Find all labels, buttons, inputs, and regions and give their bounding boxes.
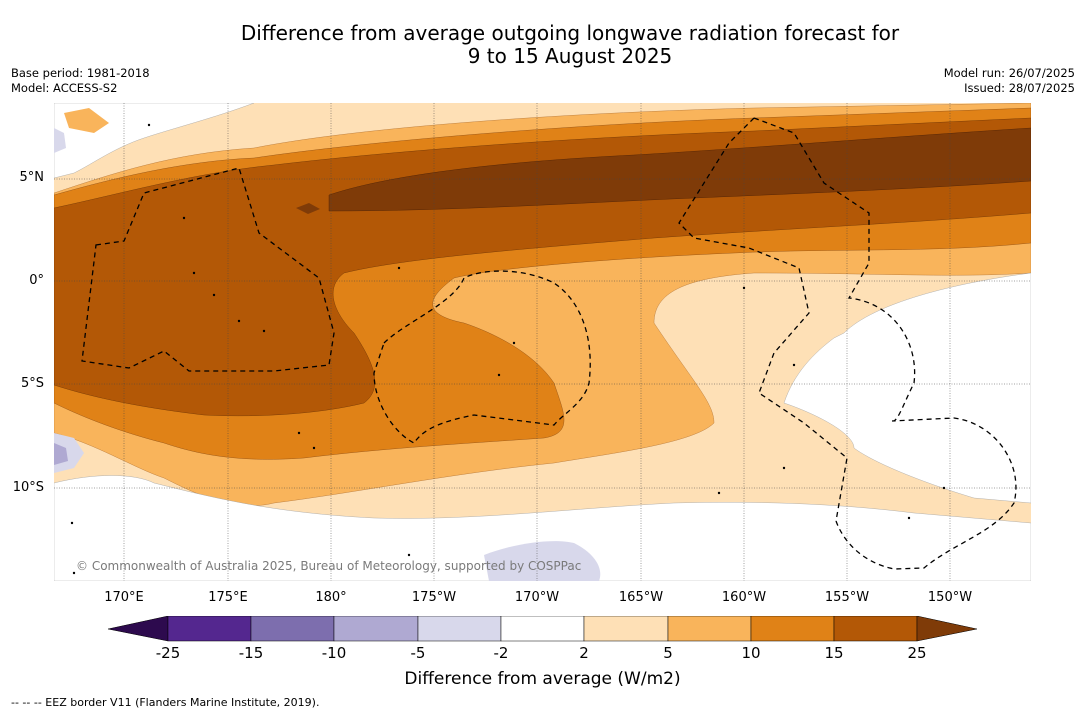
- band-above-25: [328, 127, 1031, 212]
- colorbar-tick-15: 15: [824, 644, 844, 662]
- lat-label-5s: 5°S: [20, 376, 44, 391]
- band-negative-patch-northwest: [54, 128, 66, 153]
- island-marks: [70, 123, 946, 575]
- map-gridlines: [54, 103, 1031, 581]
- colorbar-tick-minus25: -25: [155, 644, 181, 662]
- meta-right: Model run: 26/07/2025 Issued: 28/07/2025: [944, 66, 1075, 96]
- colorbar-segment-minus2-2: [500, 616, 585, 642]
- colorbar-tick-minus15: -15: [238, 644, 264, 662]
- colorbar-segment-15-25: [833, 616, 918, 642]
- colorbar-extend-low: [108, 616, 169, 642]
- colorbar-segment-5-10: [667, 616, 752, 642]
- lat-label-5n: 5°N: [19, 170, 45, 185]
- lon-label-170w: 170°W: [514, 590, 560, 605]
- colorbar-segment-minus10-minus5: [333, 616, 419, 642]
- lon-label-175w: 175°W: [411, 590, 457, 605]
- island-patch: [64, 108, 109, 133]
- band-above-25-blob: [296, 203, 320, 214]
- band-negative-patch-west: [54, 433, 84, 473]
- lon-label-180: 180°: [315, 590, 347, 605]
- lon-label-160w: 160°W: [721, 590, 767, 605]
- colorbar-tick-10: 10: [741, 644, 761, 662]
- map-svg: [54, 103, 1031, 581]
- copyright-notice: © Commonwealth of Australia 2025, Bureau…: [76, 559, 582, 573]
- band-neutral-south: [54, 475, 1031, 581]
- colorbar-segment-10-15: [750, 616, 835, 642]
- meta-left: Base period: 1981-2018 Model: ACCESS-S2: [11, 66, 150, 96]
- chart-title: Difference from average outgoing longwav…: [0, 22, 1085, 68]
- lon-label-150w: 150°W: [927, 590, 973, 605]
- colorbar-tick-2: 2: [579, 644, 589, 662]
- lon-label-165w: 165°W: [618, 590, 664, 605]
- lat-label-equator: 0°: [29, 273, 44, 288]
- eez-footnote: -- -- -- EEZ border V11 (Flanders Marine…: [11, 696, 320, 709]
- eez-borders: [81, 117, 1017, 570]
- colorbar-segment-minus5-minus2: [417, 616, 502, 642]
- olr-anomaly-map: [54, 103, 1031, 581]
- colorbar-extend-high: [916, 616, 978, 642]
- colorbar-segment-minus25-minus15: [167, 616, 252, 642]
- colorbar-title: Difference from average (W/m2): [404, 669, 681, 689]
- lon-label-175e: 175°E: [208, 590, 248, 605]
- lon-label-170e: 170°E: [104, 590, 144, 605]
- model-run: Model run: 26/07/2025: [943, 66, 1075, 80]
- band-negative-patch-southwest: [54, 443, 68, 465]
- title-line-2: 9 to 15 August 2025: [467, 44, 673, 68]
- colorbar-tick-25: 25: [907, 644, 927, 662]
- colorbar: [108, 616, 978, 642]
- band-neutral-east: [783, 272, 1031, 504]
- lat-label-10s: 10°S: [12, 480, 44, 495]
- title-line-1: Difference from average outgoing longwav…: [240, 21, 900, 45]
- band-negative-patch-south: [484, 541, 601, 581]
- lon-label-155w: 155°W: [824, 590, 870, 605]
- colorbar-tick-minus10: -10: [321, 644, 347, 662]
- colorbar-tick-minus5: -5: [410, 644, 426, 662]
- colorbar-segment-2-5: [583, 616, 669, 642]
- base-period: Base period: 1981-2018: [11, 66, 150, 80]
- colorbar-tick-5: 5: [663, 644, 673, 662]
- model-name: Model: ACCESS-S2: [11, 81, 118, 95]
- colorbar-segment-minus15-minus10: [250, 616, 335, 642]
- colorbar-tick-minus2: -2: [493, 644, 509, 662]
- issued-date: Issued: 28/07/2025: [964, 81, 1075, 95]
